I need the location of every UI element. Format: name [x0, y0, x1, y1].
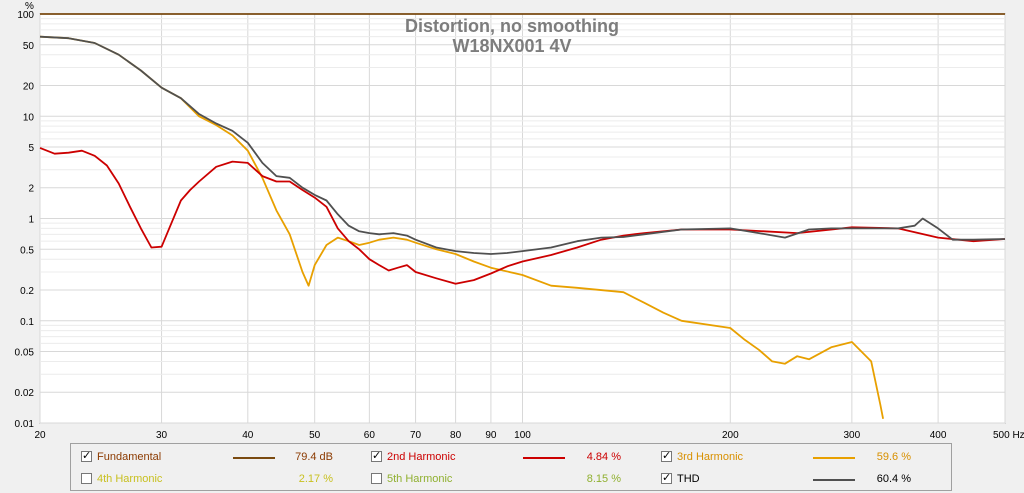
x-tick-label: 20	[34, 430, 46, 440]
y-tick-label: 100	[17, 10, 34, 21]
legend-swatch-3rd-harmonic	[813, 457, 855, 459]
x-tick-label: 200	[722, 430, 739, 440]
distortion-chart: 100 50 20 10 5 2 1 0.5 0.2 0.1 0.05 0.02 0.01 20 30 40…	[15, 1, 1024, 440]
x-tick-label: 30	[156, 430, 168, 440]
x-tick-label: 400	[930, 430, 947, 440]
x-tick-label: 80	[450, 430, 462, 440]
legend-value-4th-harmonic: 2.17 %	[298, 473, 333, 485]
legend-value-3rd-harmonic: 59.6 %	[876, 451, 911, 463]
legend-checkbox-fundamental[interactable]: ✓	[81, 450, 92, 462]
y-tick-label: 2	[28, 184, 34, 195]
legend-label-3rd-harmonic: 3rd Harmonic	[677, 451, 744, 463]
legend-swatch-fundamental	[233, 457, 275, 459]
x-tick-label: 100	[514, 430, 531, 440]
legend-panel: ✓ Fundamental 79.4 dB ✓ 2nd Harmonic 4.84 % ✓ 3…	[70, 443, 952, 491]
chart-subtitle: W18NX001 4V	[452, 36, 571, 56]
x-tick-label: 500 Hz	[993, 430, 1024, 440]
x-tick-label: 300	[844, 430, 861, 440]
legend-label-5th-harmonic: 5th Harmonic	[387, 473, 453, 485]
y-tick-label: 0.01	[15, 419, 35, 430]
y-unit-label: %	[25, 1, 34, 12]
legend-item-fundamental: ✓ Fundamental 79.4 dB	[81, 449, 361, 465]
x-axis-ticks: 20 30 40 50 60 70 80 90 100 200 300 400 500 Hz	[34, 430, 1024, 440]
legend-label-4th-harmonic: 4th Harmonic	[97, 473, 163, 485]
series-line-3rd-harmonic	[39, 35, 884, 419]
y-tick-label: 1	[28, 215, 34, 226]
legend-checkbox-5th-harmonic[interactable]	[371, 473, 382, 484]
x-tick-label: 90	[485, 430, 497, 440]
legend-checkbox-3rd-harmonic[interactable]: ✓	[661, 450, 672, 462]
legend-checkbox-2nd-harmonic[interactable]: ✓	[371, 450, 382, 462]
x-tick-label: 60	[364, 430, 376, 440]
y-tick-label: 10	[23, 112, 35, 123]
series-line-thd	[39, 35, 1006, 255]
legend-label-fundamental: Fundamental	[97, 451, 162, 463]
y-tick-label: 5	[28, 143, 34, 154]
legend-value-2nd-harmonic: 4.84 %	[586, 451, 621, 463]
legend-item-4th-harmonic: 4th Harmonic 2.17 %	[81, 471, 361, 487]
y-tick-label: 0.05	[15, 348, 35, 359]
series-lines	[39, 13, 1006, 419]
y-tick-label: 20	[23, 81, 35, 92]
x-tick-label: 50	[309, 430, 321, 440]
legend-checkbox-4th-harmonic[interactable]	[81, 473, 92, 484]
legend-item-5th-harmonic: 5th Harmonic 8.15 %	[371, 471, 651, 487]
y-axis-ticks: 100 50 20 10 5 2 1 0.5 0.2 0.1 0.05 0.02 0.01	[15, 10, 35, 430]
series-line-2nd-harmonic	[39, 147, 1006, 285]
y-tick-label: 0.2	[20, 286, 34, 297]
legend-value-5th-harmonic: 8.15 %	[586, 473, 621, 485]
legend-value-thd: 60.4 %	[876, 473, 911, 485]
legend-item-thd: ✓ THD 60.4 %	[661, 471, 941, 487]
legend-label-thd: THD	[677, 473, 700, 485]
y-tick-label: 0.1	[20, 317, 34, 328]
chart-title: Distortion, no smoothing	[405, 16, 619, 36]
grid-lines	[39, 13, 1006, 424]
y-tick-label: 0.5	[20, 245, 34, 256]
legend-value-fundamental: 79.4 dB	[295, 451, 333, 463]
x-tick-label: 40	[242, 430, 254, 440]
x-tick-label: 70	[410, 430, 422, 440]
legend-checkbox-thd[interactable]: ✓	[661, 472, 672, 484]
legend-item-2nd-harmonic: ✓ 2nd Harmonic 4.84 %	[371, 449, 651, 465]
legend-item-3rd-harmonic: ✓ 3rd Harmonic 59.6 %	[661, 449, 941, 465]
legend-swatch-2nd-harmonic	[523, 457, 565, 459]
y-tick-label: 0.02	[15, 388, 35, 399]
legend-swatch-thd	[813, 479, 855, 481]
legend-label-2nd-harmonic: 2nd Harmonic	[387, 451, 456, 463]
y-tick-label: 50	[23, 41, 35, 52]
